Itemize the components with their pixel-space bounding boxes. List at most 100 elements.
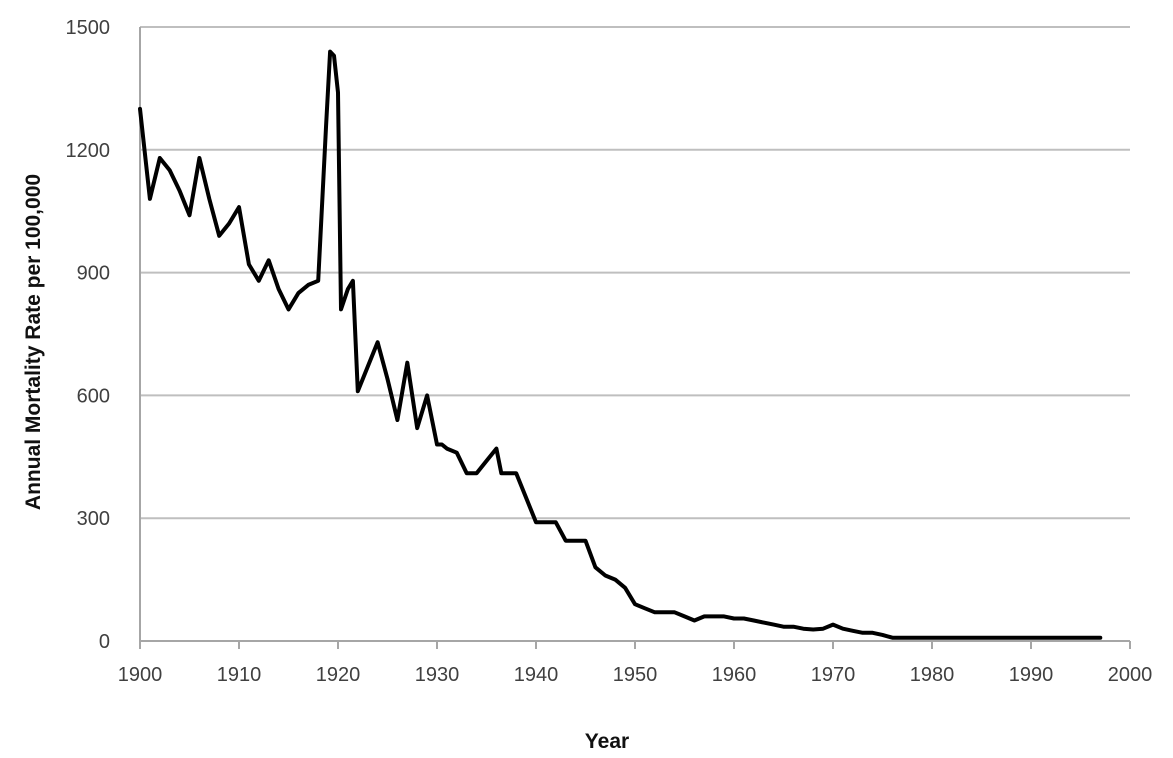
data-point	[634, 603, 636, 605]
x-tick-label: 1920	[316, 664, 361, 686]
data-point	[198, 157, 200, 159]
data-point	[842, 628, 844, 630]
data-point	[446, 448, 448, 450]
x-tick-label: 1950	[613, 664, 658, 686]
data-point	[329, 51, 331, 53]
data-point	[486, 460, 487, 462]
data-point	[535, 521, 537, 523]
data-point	[664, 611, 666, 613]
data-point	[852, 630, 854, 632]
y-tick-label: 300	[77, 508, 110, 530]
data-point	[822, 628, 824, 630]
data-point	[684, 615, 685, 617]
data-point	[1080, 637, 1081, 639]
data-point	[416, 427, 418, 429]
gridlines	[140, 26, 1130, 520]
data-point	[901, 637, 903, 639]
y-tick-label: 1200	[66, 140, 111, 162]
data-point	[832, 624, 834, 626]
data-point	[792, 626, 794, 628]
data-point	[1030, 637, 1032, 639]
data-point	[693, 620, 695, 621]
data-point	[644, 607, 646, 609]
data-point	[278, 288, 280, 290]
data-point	[783, 626, 784, 628]
x-tick-label: 1930	[415, 664, 460, 686]
data-point	[357, 390, 359, 392]
x-tick-label: 2000	[1108, 664, 1153, 686]
data-point	[367, 366, 369, 368]
data-point	[396, 419, 398, 421]
data-point	[307, 284, 309, 286]
data-point	[753, 620, 755, 621]
data-point	[872, 632, 874, 634]
data-point	[594, 566, 596, 568]
data-point	[773, 624, 775, 626]
data-point	[436, 444, 438, 445]
data-point	[565, 540, 567, 542]
data-point	[604, 575, 606, 576]
x-tick-label: 1990	[1009, 664, 1054, 686]
data-point	[297, 292, 299, 294]
data-point	[352, 280, 354, 282]
data-point	[500, 472, 502, 474]
data-point	[862, 632, 864, 634]
data-point	[238, 206, 240, 208]
data-point	[882, 634, 883, 636]
data-point	[585, 540, 586, 542]
data-point	[654, 611, 656, 613]
data-point	[733, 618, 735, 619]
data-point	[802, 628, 804, 630]
data-point	[441, 444, 443, 445]
data-point	[347, 288, 349, 290]
y-axis-title: Annual Mortality Rate per 100,000	[22, 174, 45, 510]
data-point	[743, 618, 745, 619]
data-point	[456, 452, 458, 454]
x-tick-label: 1960	[712, 664, 757, 686]
data-point	[723, 615, 725, 617]
x-tick-label: 1940	[514, 664, 559, 686]
data-point	[149, 198, 151, 200]
data-point	[387, 378, 388, 380]
data-point	[713, 615, 715, 617]
data-point	[333, 55, 335, 57]
data-point	[545, 521, 547, 523]
y-tick-label: 0	[99, 631, 110, 653]
data-point	[258, 280, 260, 282]
data-point	[763, 622, 765, 624]
x-tick-label: 1910	[217, 664, 262, 686]
data-point	[377, 341, 379, 343]
y-tick-labels: 0 300 600 900 1200 1500	[66, 17, 111, 653]
x-tick-labels: 1900 1910 1920 1930 1940 1950 1960 1970 1980 1990…	[118, 664, 1153, 686]
data-point	[248, 263, 250, 265]
data-point	[288, 308, 289, 310]
data-point	[1099, 637, 1101, 639]
data-point	[268, 259, 270, 261]
data-point	[674, 611, 676, 613]
data-point	[325, 124, 327, 126]
data-point	[466, 472, 468, 474]
data-point	[189, 214, 190, 216]
data-point	[505, 472, 507, 474]
y-tick-label: 900	[77, 263, 110, 285]
y-tick-label: 600	[77, 385, 110, 407]
x-tick-label: 1970	[811, 664, 856, 686]
axes	[139, 27, 1131, 649]
data-point	[624, 587, 626, 589]
y-tick-label: 1500	[66, 17, 111, 39]
data-point	[812, 629, 814, 630]
x-tick-label: 1980	[910, 664, 955, 686]
data-point	[981, 637, 982, 639]
data-point	[159, 157, 161, 159]
data-point	[515, 472, 517, 474]
data-point	[555, 521, 557, 523]
data-point	[525, 497, 527, 499]
series-layer	[138, 49, 1103, 640]
data-point	[703, 615, 705, 617]
x-tick-label: 1900	[118, 664, 163, 686]
data-point	[208, 198, 210, 200]
data-point	[340, 308, 342, 310]
data-point	[495, 448, 497, 450]
data-point	[337, 92, 339, 93]
